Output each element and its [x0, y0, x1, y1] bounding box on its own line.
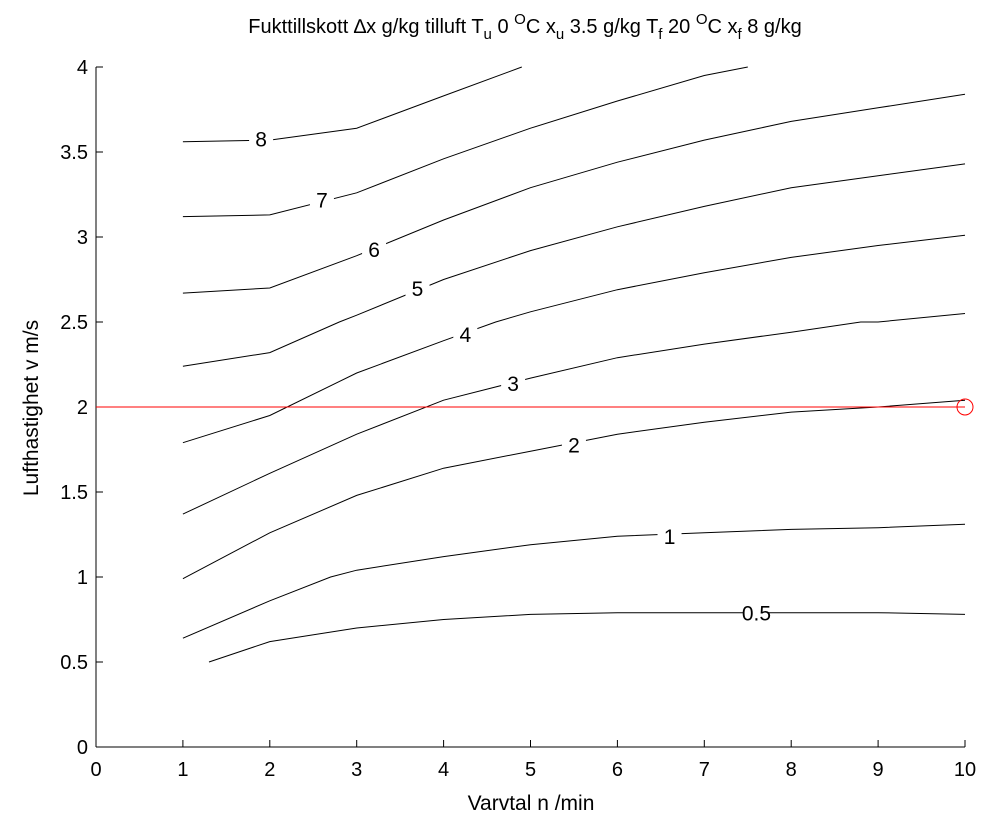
curve-3 [182, 313, 966, 515]
curve-label-bg [744, 601, 769, 624]
y-tick-label: 1.5 [60, 482, 88, 504]
curve-label-5: 5 [412, 278, 424, 301]
curve-8 [182, 66, 522, 143]
curve-label-4: 4 [459, 324, 471, 347]
curve-2 [182, 399, 966, 580]
curve-label-2: 2 [568, 434, 580, 457]
y-tick-label: 1 [77, 567, 88, 589]
curve-label-bg [657, 525, 682, 548]
curve-label-7: 7 [316, 190, 328, 213]
x-tick-label: 5 [525, 759, 536, 781]
axes: 0 1 2 3 4 5 6 7 8 9 10 0 0.5 1 1.5 2 2.5 3 3.5 4 [60, 57, 976, 781]
curve-7 [182, 66, 748, 218]
y-tick-label: 3.5 [60, 142, 88, 164]
reference-group [96, 398, 974, 416]
curve-label-bg [561, 433, 586, 456]
curve-1 [182, 523, 966, 639]
curve-label-bg [362, 237, 387, 260]
curve-label-6: 6 [368, 239, 380, 262]
curve-5 [182, 163, 966, 367]
chart-title: Fukttillskott ∆x g/kg tilluft Tu 0 OC xu… [248, 11, 801, 43]
y-tick-label: 4 [77, 57, 88, 79]
x-tick-label: 10 [954, 759, 976, 781]
y-tick-label: 0 [77, 737, 88, 759]
curve-label-bg [405, 277, 430, 299]
x-tick-label: 6 [612, 759, 623, 781]
x-tick-label: 2 [264, 759, 275, 781]
x-tick-label: 7 [699, 759, 710, 781]
curve-label-bg [501, 372, 526, 395]
x-tick-label: 9 [873, 759, 884, 781]
x-tick-label: 4 [438, 759, 449, 781]
curve-label-bg [249, 127, 274, 150]
curve-label-bg [309, 188, 334, 211]
x-tick-label: 3 [351, 759, 362, 781]
y-tick-label: 2.5 [60, 312, 88, 334]
y-tick-label: 2 [77, 397, 88, 419]
y-tick-label: 0.5 [60, 652, 88, 674]
x-tick-label: 8 [786, 759, 797, 781]
x-tick-label: 0 [90, 759, 101, 781]
curve-label-bg [453, 322, 478, 345]
reference-marker [956, 398, 974, 416]
curve-4 [182, 234, 966, 444]
curve-0.5 [208, 612, 966, 663]
curve-label-8: 8 [255, 128, 267, 151]
curve-label-3: 3 [507, 373, 519, 396]
curve-6 [182, 93, 966, 294]
curve-label-0.5: 0.5 [742, 603, 771, 626]
y-tick-label: 3 [77, 227, 88, 249]
curve-labels: 0.5 1 2 3 4 5 6 7 8 [249, 127, 771, 626]
y-axis-label: Lufthastighet v m/s [20, 320, 43, 496]
curve-label-1: 1 [664, 526, 676, 549]
x-axis-label: Varvtal n /min [468, 792, 595, 815]
curves [182, 66, 966, 663]
x-tick-label: 1 [177, 759, 188, 781]
